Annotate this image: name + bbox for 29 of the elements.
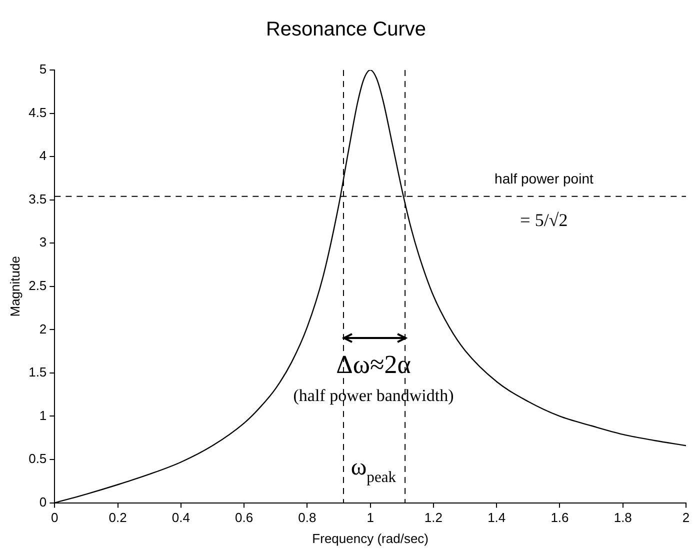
y-tick-label: 4.5: [28, 104, 47, 120]
y-tick-label: 1.5: [28, 364, 47, 380]
y-tick-label: 1: [39, 408, 47, 423]
annotation: Δω≈2α: [336, 350, 412, 379]
x-tick-label: 0: [51, 510, 58, 526]
y-tick-label: 3: [39, 234, 47, 250]
y-tick-label: 5: [39, 62, 47, 77]
x-tick-label: 0.6: [235, 510, 254, 526]
y-axis-title: Magnitude: [7, 256, 22, 317]
x-tick-label: 1: [366, 510, 374, 526]
x-tick-label: 0.4: [172, 510, 190, 526]
annotation: half power point: [494, 170, 594, 186]
y-tick-label: 2.5: [28, 278, 47, 293]
x-tick-label: 0.2: [108, 510, 127, 526]
y-tick-label: 0.5: [28, 451, 47, 466]
x-tick-label: 0.8: [298, 510, 316, 526]
y-tick-label: 2: [39, 321, 47, 336]
y-tick-label: 0: [39, 494, 47, 510]
y-tick-label: 4: [39, 148, 47, 164]
y-tick-label: 3.5: [28, 191, 47, 206]
x-tick-label: 2: [682, 510, 690, 526]
x-tick-label: 1.4: [488, 510, 506, 526]
chart-title: Resonance Curve: [266, 18, 426, 41]
x-axis-title: Frequency (rad/sec): [312, 530, 428, 546]
x-tick-label: 1.2: [424, 510, 443, 526]
annotation: = 5/√2: [520, 210, 568, 230]
x-tick-label: 1.6: [550, 510, 569, 526]
annotation: (half power bandwidth): [293, 386, 454, 406]
x-tick-label: 1.8: [614, 510, 632, 526]
